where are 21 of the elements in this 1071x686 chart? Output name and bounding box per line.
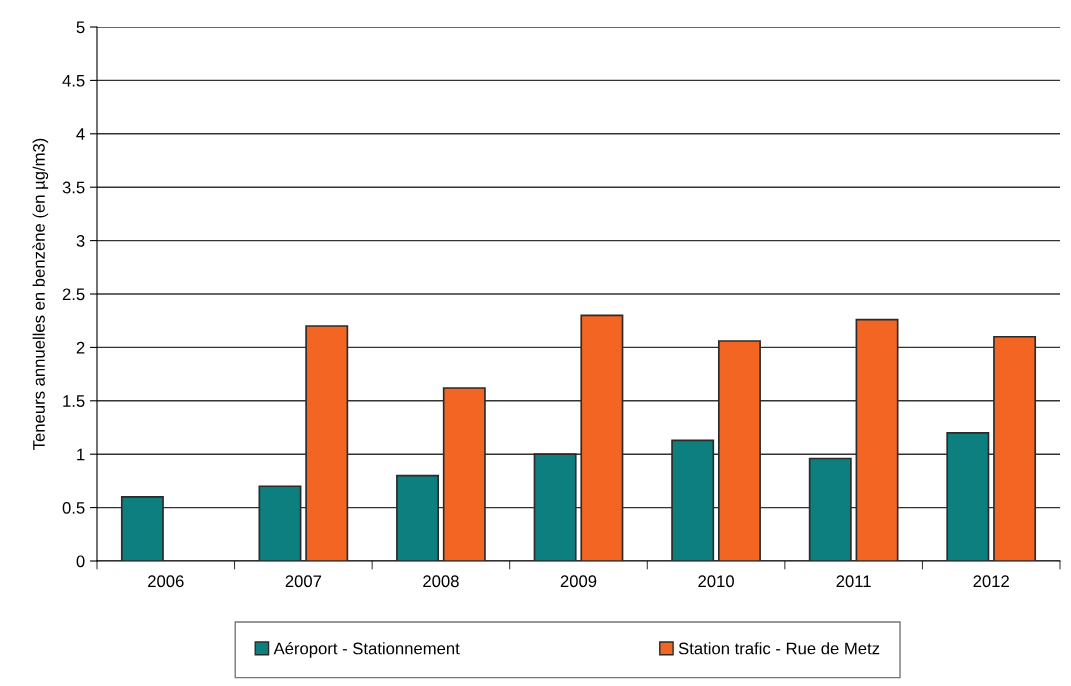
y-tick-label: 5 xyxy=(76,21,85,34)
x-tick-label: 2006 xyxy=(148,575,184,588)
y-tick-label: 2.5 xyxy=(62,288,85,301)
y-tick-label: 0.5 xyxy=(62,502,85,514)
x-tick-label: 2011 xyxy=(836,575,871,588)
y-tick-label: 1.5 xyxy=(63,395,85,407)
y-tick-label: 4 xyxy=(76,128,85,140)
y-tick-label: 4.5 xyxy=(62,74,85,87)
x-tick-label: 2010 xyxy=(698,575,734,588)
y-tick-label: 2 xyxy=(76,341,85,354)
x-tick-label: 2012 xyxy=(973,575,1009,588)
y-tick-label: 0 xyxy=(76,555,85,568)
x-tick-label: 2007 xyxy=(285,575,322,588)
y-tick-label: 3.5 xyxy=(62,181,85,194)
legend-label: Aéroport - Stationnement xyxy=(273,641,460,658)
legend-label: Station trafic - Rue de Metz xyxy=(678,642,880,655)
x-tick-label: 2009 xyxy=(560,575,597,588)
x-tick-label: 2008 xyxy=(423,575,459,588)
y-axis-title: Teneurs annuelles en benzène (en µg/m3) xyxy=(32,138,49,450)
y-tick-label: 3 xyxy=(76,235,85,247)
y-tick-label: 1 xyxy=(77,448,85,461)
